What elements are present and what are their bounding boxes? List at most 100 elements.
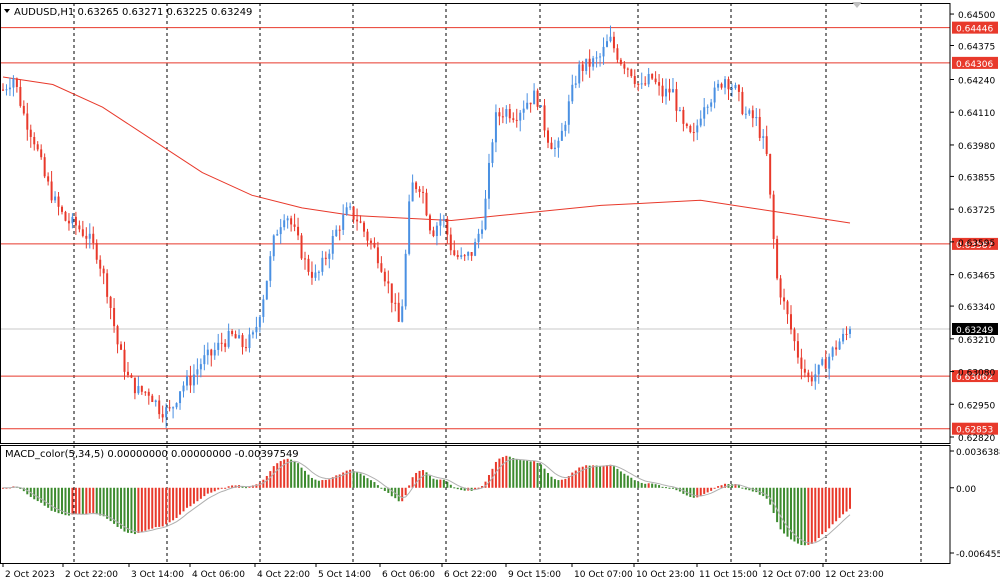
time-tick-label: 2 Oct 22:00 [65, 570, 118, 580]
macd-bar [397, 487, 400, 502]
macd-bar [817, 487, 820, 539]
macd-bar [519, 460, 522, 488]
candle-body [442, 218, 445, 220]
macd-bar [515, 459, 518, 488]
macd-bar [283, 459, 286, 488]
candle-body [755, 117, 758, 119]
macd-bar [602, 465, 605, 488]
candle-body [574, 83, 577, 85]
macd-bar [126, 487, 129, 533]
candle-body [404, 253, 407, 307]
macd-bar [192, 487, 195, 504]
candle-body [748, 110, 751, 114]
candle-body [227, 331, 230, 347]
candle-body [481, 229, 484, 234]
candle-body [317, 271, 320, 273]
candle-body [140, 386, 143, 392]
candle-body [595, 57, 598, 59]
candle-body [276, 234, 279, 236]
macd-bar [498, 458, 501, 488]
macd-bar [366, 478, 369, 488]
macd-bar [116, 487, 119, 527]
candle-body [585, 58, 588, 71]
macd-bar [227, 486, 230, 488]
candle-body [324, 257, 327, 259]
candle-body [199, 364, 202, 370]
macd-bar [220, 487, 223, 489]
macd-bar [158, 487, 161, 527]
macd-bar [675, 487, 678, 491]
candle-body [654, 78, 657, 83]
macd-bar [140, 487, 143, 533]
macd-bar [40, 487, 43, 503]
macd-bar [411, 477, 414, 488]
candle-body [99, 259, 102, 269]
candle-body [265, 280, 268, 300]
macd-bar [685, 487, 688, 496]
candle-body [283, 220, 286, 228]
macd-bar [623, 473, 626, 488]
time-tick-label: 11 Oct 15:00 [699, 570, 758, 580]
horizontal-levels[interactable]: 0.64446 0.64306 0.63587 0.63062 0.62853 0.632… [0, 21, 998, 436]
dropdown-arrow-icon[interactable] [4, 9, 10, 13]
macd-bar [113, 487, 116, 524]
macd-bar [300, 467, 303, 488]
candle-body [373, 242, 376, 248]
macd-bar [724, 483, 727, 488]
candle-body [536, 90, 539, 107]
macd-bar [567, 476, 570, 488]
candle-body [161, 414, 164, 418]
candle-body [12, 78, 15, 88]
macd-bar [106, 487, 109, 519]
candle-body [644, 83, 647, 85]
scroll-marker-icon[interactable] [852, 2, 862, 8]
macd-bar [842, 487, 845, 515]
macd-bar [425, 472, 428, 488]
candle-body [345, 207, 348, 215]
candle-body [307, 258, 310, 272]
candle-body [779, 278, 782, 298]
candle-body [842, 333, 845, 342]
macd-pane-border [0, 445, 951, 564]
candle-body [81, 229, 84, 236]
candle-body [369, 240, 372, 243]
candle-body [137, 386, 140, 394]
candle-body [692, 131, 695, 133]
time-tick-label: 6 Oct 06:00 [382, 570, 435, 580]
candle-body [411, 182, 414, 202]
symbol-header[interactable]: AUDUSD,H1 0.63265 0.63271 0.63225 0.6324… [4, 7, 252, 18]
macd-bar [546, 473, 549, 488]
macd-bar [349, 469, 352, 488]
macd-bar [710, 487, 713, 491]
candle-body [19, 86, 22, 106]
current-price-tag [952, 322, 998, 335]
candle-body [262, 299, 265, 317]
candle-body [696, 125, 699, 133]
macd-bar [619, 471, 622, 488]
candle-body [717, 83, 720, 88]
candle-body [26, 113, 29, 130]
candle-body [258, 316, 261, 327]
macd-bar [130, 487, 133, 534]
level-price-tag [952, 21, 998, 34]
macd-bar [616, 468, 619, 488]
price-tick-label: 0.64240 [958, 76, 995, 86]
macd-bar [185, 487, 188, 508]
candle-body [647, 73, 650, 85]
candle-body [786, 301, 789, 315]
macd-bar [529, 461, 532, 488]
macd-bar [304, 470, 307, 488]
macd-bar [317, 480, 320, 488]
macd-bar [713, 487, 716, 489]
candle-body [244, 347, 247, 349]
time-tick-label: 10 Oct 23:00 [636, 570, 695, 580]
macd-bar [741, 487, 744, 489]
macd-bar [550, 476, 553, 488]
candle-body [172, 407, 175, 409]
macd-bar [404, 487, 407, 496]
macd-bar [696, 487, 699, 498]
candle-body [43, 157, 46, 177]
level-price-label: 0.62853 [956, 426, 993, 436]
candle-body [560, 130, 563, 141]
macd-bar [324, 479, 327, 488]
